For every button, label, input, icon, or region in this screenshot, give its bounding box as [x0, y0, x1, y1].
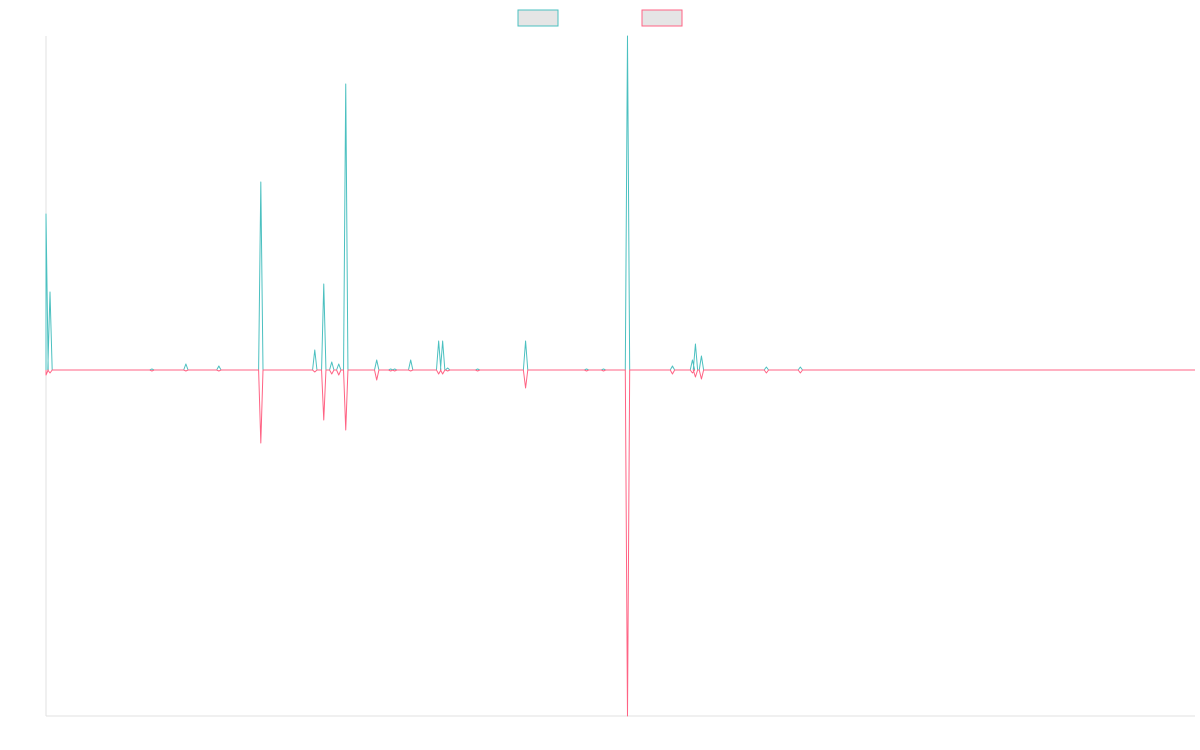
legend-swatch-series-1: [517, 9, 559, 27]
series-2-line: [45, 369, 1195, 717]
legend: [517, 9, 683, 27]
legend-swatch-series-2: [641, 9, 683, 27]
series-1-line: [45, 35, 1195, 371]
axes: [45, 36, 1195, 717]
series-lines: [45, 35, 1195, 717]
